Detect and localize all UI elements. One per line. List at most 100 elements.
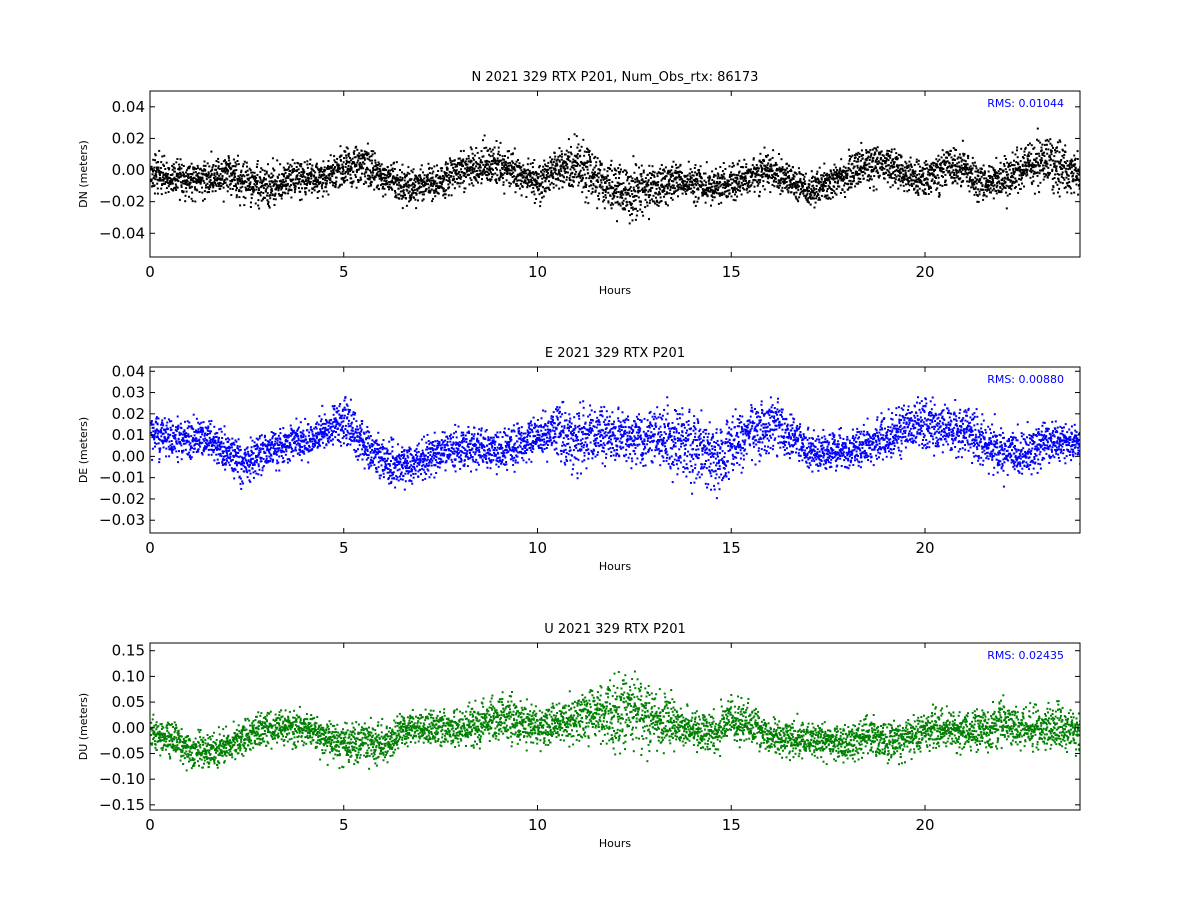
- data-point: [249, 181, 252, 184]
- data-point: [811, 196, 814, 199]
- data-point: [490, 163, 492, 166]
- data-point: [313, 175, 316, 178]
- data-point: [614, 188, 617, 191]
- data-point: [447, 173, 450, 176]
- data-point: [197, 181, 200, 184]
- data-point: [496, 157, 499, 160]
- data-point: [210, 173, 213, 176]
- data-point: [409, 194, 412, 197]
- data-point: [610, 202, 613, 205]
- data-point: [1030, 171, 1033, 174]
- data-point: [844, 182, 846, 185]
- data-point: [670, 197, 673, 199]
- data-point: [502, 181, 505, 184]
- data-point: [877, 175, 880, 178]
- data-point: [994, 177, 997, 179]
- data-point: [761, 175, 764, 178]
- data-point: [275, 188, 278, 191]
- data-point: [940, 156, 943, 159]
- data-point: [637, 189, 640, 192]
- data-point: [972, 181, 975, 184]
- data-point: [895, 168, 898, 171]
- data-point: [299, 199, 301, 202]
- data-point: [842, 179, 845, 182]
- data-point: [431, 197, 434, 200]
- data-point: [249, 176, 252, 179]
- data-point: [183, 173, 185, 176]
- data-point: [778, 184, 781, 187]
- data-point: [422, 171, 424, 174]
- data-point: [731, 165, 734, 168]
- data-point: [623, 169, 626, 172]
- data-point: [458, 157, 461, 160]
- data-point: [486, 174, 489, 177]
- data-point: [921, 183, 923, 186]
- data-point: [827, 178, 830, 181]
- data-point: [732, 190, 734, 193]
- data-point: [813, 206, 816, 209]
- data-point: [414, 198, 417, 201]
- data-point: [541, 191, 543, 194]
- data-point: [912, 179, 915, 182]
- data-point: [946, 156, 948, 159]
- data-point: [858, 155, 861, 158]
- data-point: [337, 165, 340, 168]
- data-point: [977, 200, 980, 203]
- data-point: [297, 162, 300, 165]
- data-point: [427, 178, 430, 181]
- data-point: [393, 161, 395, 164]
- data-point: [745, 166, 748, 169]
- data-point: [926, 181, 929, 184]
- data-point: [322, 160, 325, 163]
- data-point: [599, 184, 602, 186]
- data-point: [175, 172, 178, 175]
- data-point: [675, 176, 678, 179]
- data-point: [270, 180, 273, 183]
- data-point: [767, 181, 770, 184]
- data-point: [450, 194, 453, 197]
- data-point: [550, 181, 553, 184]
- data-point: [747, 170, 749, 173]
- data-point: [421, 179, 424, 181]
- data-point: [696, 200, 699, 203]
- data-point: [222, 183, 225, 186]
- data-point: [974, 170, 977, 173]
- data-point: [508, 181, 511, 184]
- data-point: [987, 175, 990, 178]
- data-point: [636, 180, 639, 183]
- data-point: [405, 197, 407, 200]
- data-point: [806, 200, 809, 203]
- data-point: [271, 176, 274, 179]
- data-point: [357, 179, 359, 181]
- data-point: [462, 180, 465, 183]
- data-point: [341, 163, 344, 166]
- data-point: [542, 173, 545, 176]
- data-point: [941, 184, 944, 187]
- data-point: [445, 189, 448, 192]
- data-point: [397, 187, 400, 190]
- data-point: [955, 171, 958, 174]
- data-point: [837, 179, 840, 182]
- data-point: [263, 169, 266, 172]
- data-point: [310, 171, 313, 174]
- data-point: [914, 191, 917, 194]
- data-point: [231, 165, 234, 168]
- data-point: [561, 163, 564, 166]
- data-point: [583, 163, 586, 166]
- data-point: [692, 179, 695, 182]
- data-point: [1005, 184, 1008, 187]
- data-point: [652, 170, 655, 173]
- data-point: [686, 185, 689, 188]
- data-point: [229, 182, 232, 185]
- data-point: [336, 169, 339, 172]
- data-point: [344, 165, 347, 168]
- data-point: [818, 181, 821, 183]
- data-point: [174, 183, 177, 186]
- data-point: [992, 181, 995, 184]
- data-point: [256, 182, 258, 185]
- data-point: [440, 169, 443, 172]
- data-point: [386, 185, 389, 188]
- data-point: [783, 180, 786, 183]
- data-point: [669, 175, 672, 178]
- data-point: [582, 168, 585, 171]
